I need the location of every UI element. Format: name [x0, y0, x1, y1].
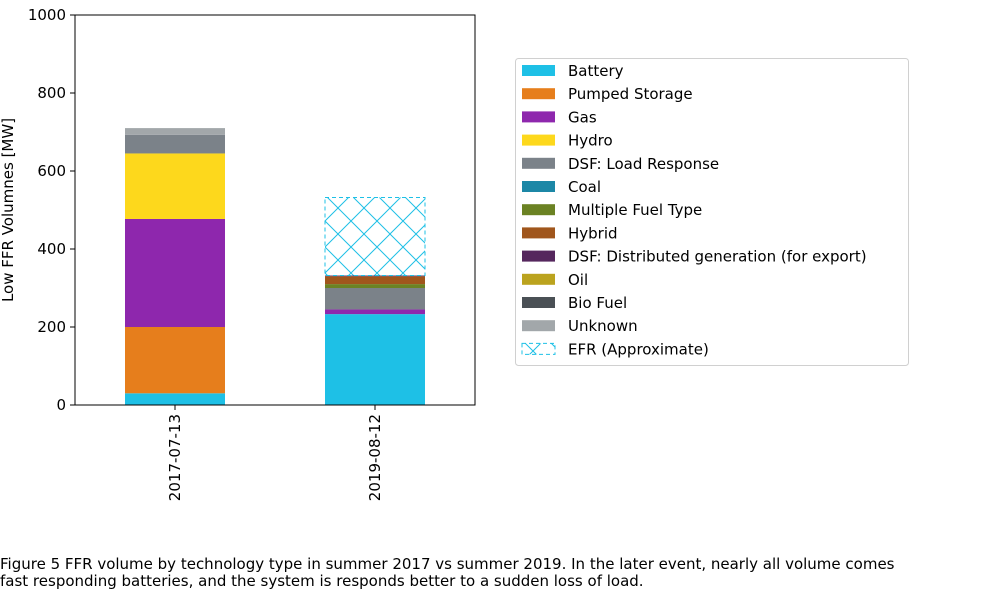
bar-multiple-fuel-type-2019-08-12 — [325, 284, 425, 288]
legend-swatch-dsf-load-response — [522, 157, 555, 169]
chart: 0 200 400 600 800 1000 2017-07-13 2019-08-12 L… — [0, 6, 909, 501]
bar-unknown-2017-07-13 — [125, 128, 225, 135]
y-tick-label: 400 — [37, 240, 66, 258]
legend-swatch-dsf-distributed-generation-for-export — [522, 250, 555, 262]
y-tick-label: 800 — [37, 84, 66, 102]
legend-swatch-pumped-storage — [522, 88, 555, 100]
y-tick-label: 1000 — [28, 6, 66, 24]
legend-label-dsf-load-response: DSF: Load Response — [568, 155, 719, 173]
legend-swatch-gas — [522, 111, 555, 123]
bar-efr-approximate-2019-08-12 — [324, 197, 426, 277]
legend-label-coal: Coal — [568, 178, 601, 196]
y-axis: 0 200 400 600 800 1000 — [28, 6, 75, 414]
plot-frame — [74, 14, 476, 406]
bar-battery-2017-07-13 — [125, 393, 225, 405]
bar-hybrid-2019-08-12 — [325, 276, 425, 285]
figure-caption: Figure 5 FFR volume by technology type i… — [0, 555, 895, 590]
legend-swatch-unknown — [522, 320, 555, 332]
legend-swatch-hybrid — [522, 227, 555, 239]
bar-pumped-storage-2017-07-13 — [125, 327, 225, 394]
bar-dsf-load-response-2017-07-13 — [125, 134, 225, 154]
legend-swatch-battery — [522, 65, 555, 76]
bar-gas-2019-08-12 — [325, 309, 425, 315]
legend-label-oil: Oil — [568, 271, 588, 289]
y-tick-label: 0 — [56, 396, 66, 414]
legend-label-hydro: Hydro — [568, 132, 613, 150]
y-tick-label: 600 — [37, 162, 66, 180]
legend-frame — [515, 58, 909, 366]
x-tick-label: 2019-08-12 — [366, 414, 384, 501]
legend-label-unknown: Unknown — [568, 317, 638, 335]
x-tick-label: 2017-07-13 — [166, 414, 184, 501]
y-axis-label: Low FFR Volumnes [MW] — [0, 118, 17, 302]
x-axis: 2017-07-13 2019-08-12 — [166, 405, 384, 501]
legend-swatch-efr-approximate — [521, 342, 556, 355]
legend-label-battery: Battery — [568, 62, 624, 80]
legend-label-dsf-distributed-generation-for-export: DSF: Distributed generation (for export) — [568, 248, 867, 266]
legend-label-hybrid: Hybrid — [568, 224, 618, 242]
legend-label-multiple-fuel-type: Multiple Fuel Type — [568, 201, 702, 219]
legend-swatch-hydro — [522, 134, 555, 146]
legend-label-bio-fuel: Bio Fuel — [568, 294, 627, 312]
legend-swatch-coal — [522, 181, 555, 192]
y-tick-label: 200 — [37, 318, 66, 336]
legend-swatch-multiple-fuel-type — [522, 204, 555, 216]
bar-dsf-load-response-2019-08-12 — [325, 288, 425, 310]
legend: Battery Pumped Storage Gas Hydro DSF: Load R… — [515, 58, 909, 366]
legend-swatch-oil — [522, 273, 555, 285]
bars-layer — [125, 128, 426, 405]
bar-hydro-2017-07-13 — [125, 153, 225, 219]
bar-battery-2019-08-12 — [325, 314, 425, 405]
legend-label-gas: Gas — [568, 108, 597, 126]
legend-label-efr-approximate: EFR (Approximate) — [568, 340, 709, 358]
legend-swatch-bio-fuel — [522, 297, 555, 308]
bar-gas-2017-07-13 — [125, 218, 225, 327]
legend-label-pumped-storage: Pumped Storage — [568, 85, 693, 103]
